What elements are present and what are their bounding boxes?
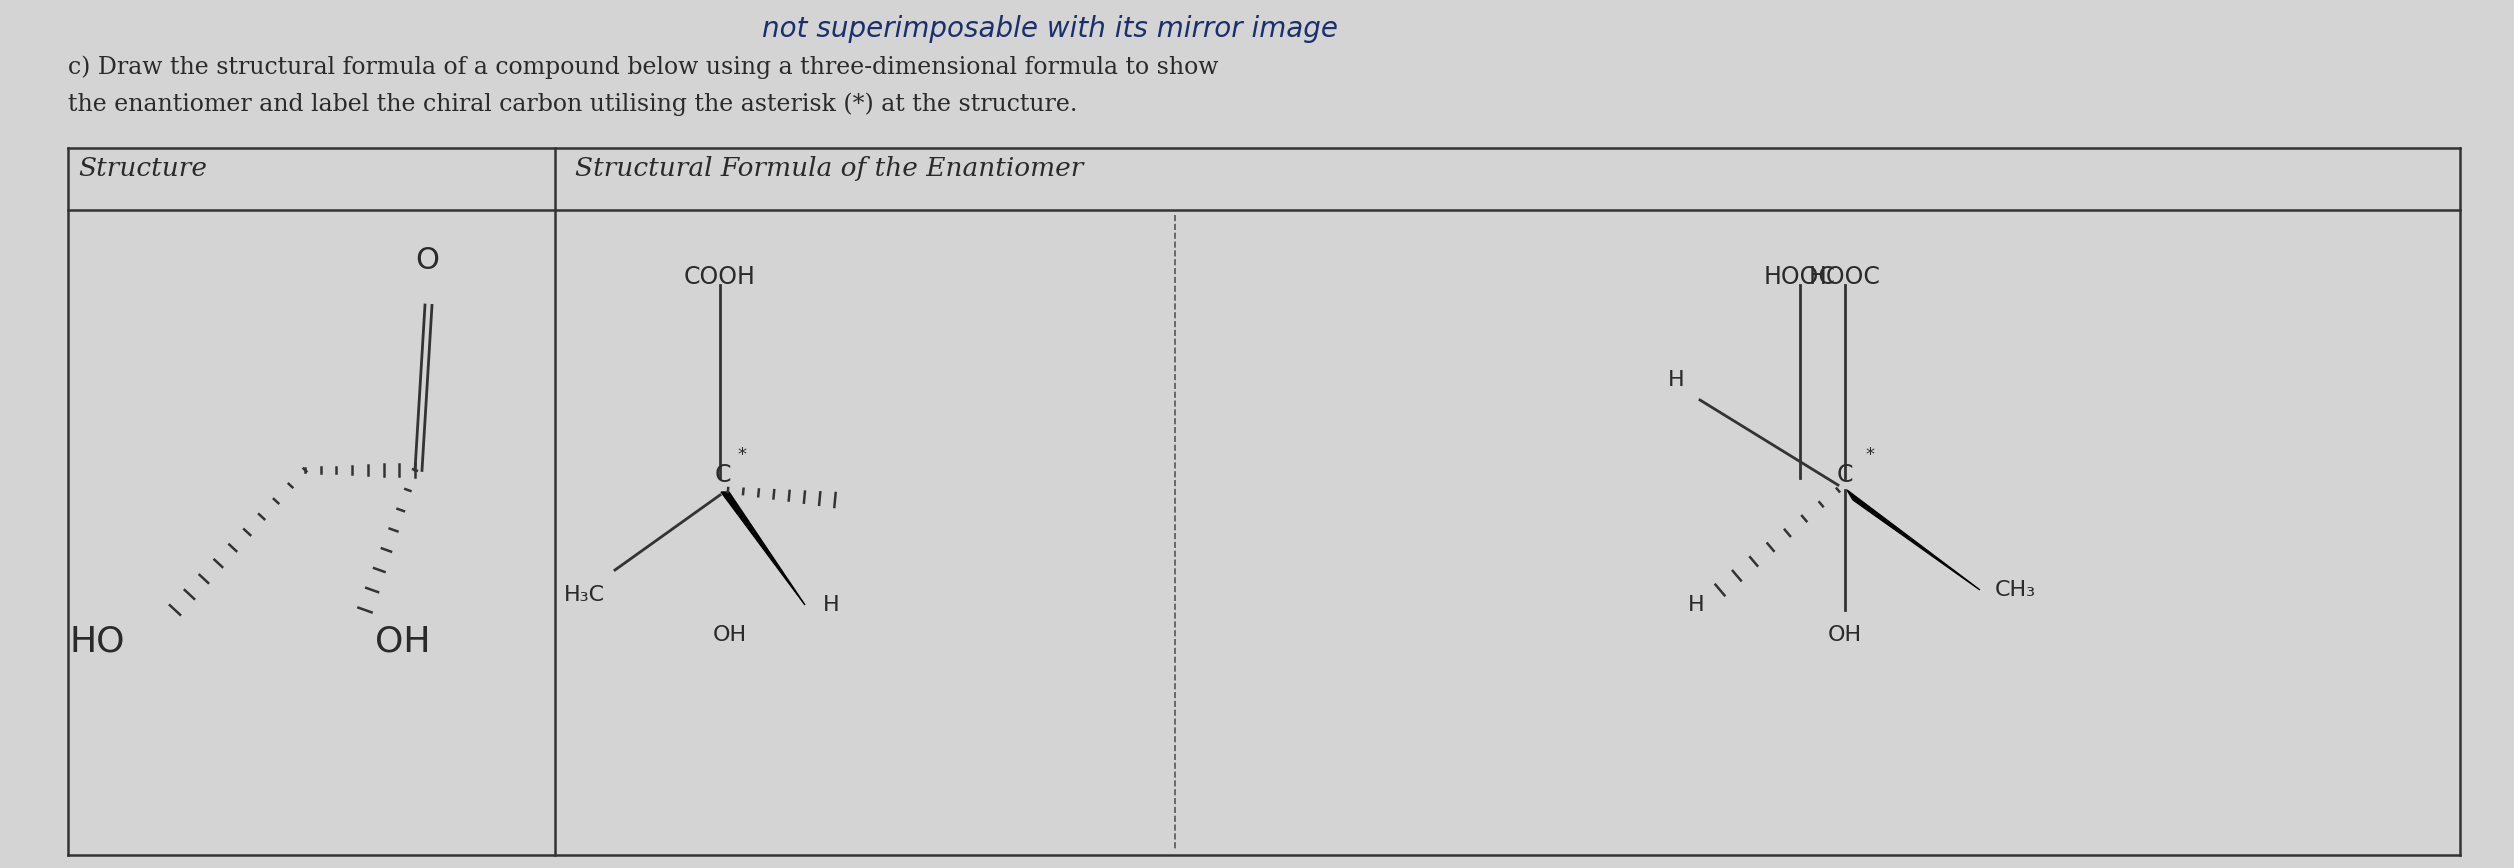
Text: C: C <box>714 463 732 487</box>
Text: H₃C: H₃C <box>563 585 606 605</box>
Text: H: H <box>1689 595 1704 615</box>
Text: Structural Formula of the Enantiomer: Structural Formula of the Enantiomer <box>576 156 1084 181</box>
Text: *: * <box>737 446 747 464</box>
Text: Structure: Structure <box>78 156 206 181</box>
Text: the enantiomer and label the chiral carbon utilising the asterisk (*) at the str: the enantiomer and label the chiral carb… <box>68 92 1079 115</box>
Text: H: H <box>1669 370 1684 390</box>
Text: H: H <box>822 595 840 615</box>
Text: C: C <box>1838 463 1853 487</box>
Text: O: O <box>415 246 440 275</box>
Text: OH: OH <box>1828 625 1863 645</box>
Text: OH: OH <box>714 625 747 645</box>
Text: *: * <box>1865 446 1875 464</box>
Text: CH₃: CH₃ <box>1996 580 2036 600</box>
Text: HO: HO <box>70 625 126 659</box>
Polygon shape <box>722 492 804 605</box>
Text: HOOC: HOOC <box>1810 265 1880 289</box>
Text: c) Draw the structural formula of a compound below using a three-dimensional for: c) Draw the structural formula of a comp… <box>68 55 1219 78</box>
Text: HOOC: HOOC <box>1765 265 1835 289</box>
Text: OH: OH <box>375 625 430 659</box>
Polygon shape <box>1848 490 1981 590</box>
Text: not superimposable with its mirror image: not superimposable with its mirror image <box>762 15 1337 43</box>
Text: COOH: COOH <box>684 265 757 289</box>
